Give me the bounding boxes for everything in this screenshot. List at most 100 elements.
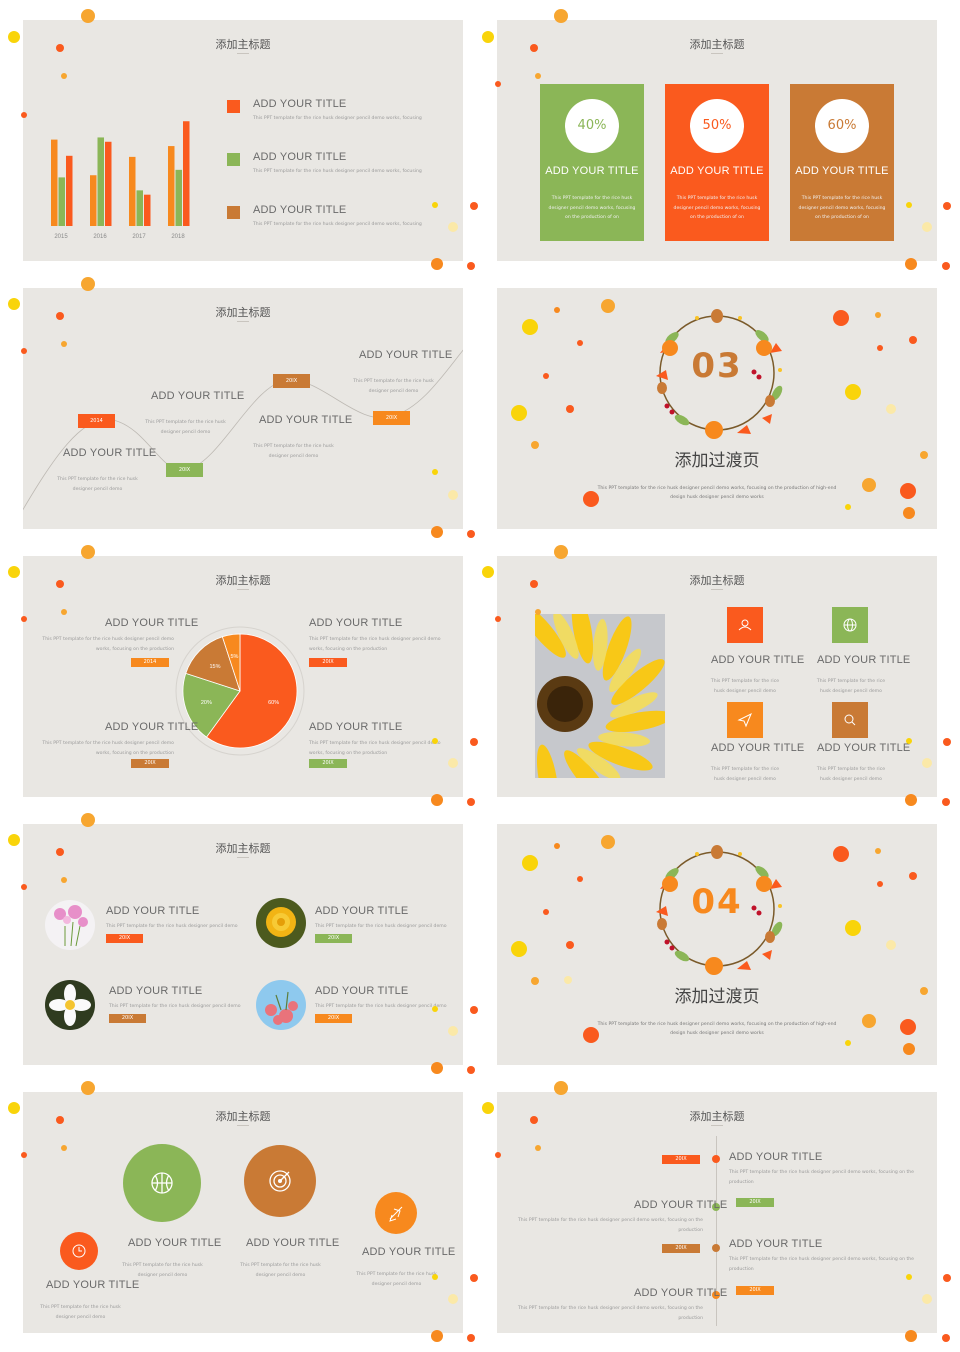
title-divider	[237, 53, 249, 54]
x-tick-label: 2017	[132, 234, 146, 240]
title-divider	[237, 321, 249, 322]
confetti-dot	[531, 977, 539, 985]
item-desc: This PPT template for the rice husk desi…	[729, 1170, 915, 1185]
confetti-dot	[543, 373, 549, 379]
bar	[183, 121, 190, 226]
bar	[144, 194, 151, 226]
item-title: ADD YOUR TITLE	[711, 742, 805, 754]
year-tag: 20IX	[662, 1244, 700, 1253]
globe-icon	[832, 607, 868, 643]
item-title: ADD YOUR TITLE	[106, 905, 200, 917]
slide-title: 添加主标题	[215, 574, 271, 587]
confetti-dot	[583, 491, 599, 507]
confetti-dot	[81, 9, 95, 23]
bar	[175, 169, 182, 226]
item-desc: This PPT template for the rice husk desi…	[57, 477, 138, 492]
autumn-wreath-icon	[656, 845, 783, 975]
legend-swatch-orange	[227, 100, 240, 113]
confetti-dot	[432, 738, 438, 744]
confetti-dot	[432, 1006, 438, 1012]
pie-ring	[175, 626, 305, 756]
confetti-dot	[432, 1274, 438, 1280]
slide-7: 添加主标题 ADD YOUR TITLE This PPT template f…	[23, 824, 463, 1065]
title-divider	[711, 53, 723, 54]
section-number: 03	[691, 346, 743, 386]
pie-slice	[221, 633, 241, 692]
bar	[90, 175, 97, 226]
confetti-dot	[8, 566, 20, 578]
confetti-dot	[21, 884, 27, 890]
percent-circle: 40%	[565, 99, 619, 153]
year-tag: 20IX	[273, 374, 310, 388]
confetti-dot	[21, 348, 27, 354]
percent-card: 50% ADD YOUR TITLE This PPT template for…	[665, 84, 769, 241]
card-desc: This PPT template for the rice husk desi…	[673, 196, 761, 220]
item-title: ADD YOUR TITLE	[309, 617, 403, 629]
slide-title: 添加主标题	[689, 574, 745, 587]
confetti-dot	[522, 319, 538, 335]
confetti-dot	[8, 834, 20, 846]
item-desc: This PPT template for the rice husk desi…	[106, 924, 238, 929]
confetti-dot	[467, 262, 475, 270]
confetti-dot	[583, 1027, 599, 1043]
confetti-dot	[56, 1116, 64, 1124]
item-title: ADD YOUR TITLE	[63, 447, 157, 459]
confetti-dot	[942, 1334, 950, 1342]
timeline-axis	[716, 1136, 717, 1326]
confetti-dot	[8, 1102, 20, 1114]
confetti-dot	[943, 738, 951, 746]
confetti-dot	[577, 340, 583, 346]
pie-slice	[205, 633, 298, 749]
item-title: ADD YOUR TITLE	[315, 985, 409, 997]
title-divider	[711, 589, 723, 590]
slide-title: 添加主标题	[215, 38, 271, 51]
year-tag: 20IX	[662, 1155, 700, 1164]
item-desc: This PPT template for the rice husk desi…	[253, 444, 334, 459]
item-desc: This PPT template for the rice husk desi…	[729, 1257, 915, 1272]
timeline-dot	[712, 1155, 720, 1163]
target-icon	[244, 1145, 316, 1217]
confetti-dot	[448, 490, 458, 500]
bar	[105, 141, 112, 226]
percent-circle: 60%	[815, 99, 869, 153]
confetti-dot	[8, 31, 20, 43]
item-title: ADD YOUR TITLE	[309, 721, 403, 733]
confetti-dot	[554, 843, 560, 849]
bar	[58, 177, 65, 226]
item-title: ADD YOUR TITLE	[109, 985, 203, 997]
confetti-dot	[943, 1274, 951, 1282]
slide-3: 添加主标题 2014 20IX 20IX 20IX ADD YOUR TITLE…	[23, 288, 463, 529]
item-desc: This PPT template for the rice husk desi…	[309, 741, 441, 756]
confetti-dot	[845, 920, 861, 936]
title-divider	[237, 857, 249, 858]
confetti-dot	[833, 846, 849, 862]
cosmos-flower-image	[45, 900, 95, 950]
confetti-dot	[482, 566, 494, 578]
confetti-dot	[56, 312, 64, 320]
confetti-dot	[900, 483, 916, 499]
item-title: ADD YOUR TITLE	[711, 654, 805, 666]
year-tag: 20IX	[315, 934, 352, 943]
section-heading: 添加过渡页	[674, 451, 760, 471]
confetti-dot	[61, 73, 67, 79]
confetti-dot	[535, 1145, 541, 1151]
confetti-dot	[432, 469, 438, 475]
legend-swatch-brown	[227, 206, 240, 219]
section-desc: This PPT template for the rice husk desi…	[597, 1022, 837, 1036]
item-desc: This PPT template for the rice husk desi…	[109, 1004, 241, 1009]
item-title: ADD YOUR TITLE	[634, 1199, 728, 1211]
timeline-dot	[712, 1203, 720, 1211]
confetti-dot	[21, 616, 27, 622]
confetti-dot	[431, 1062, 443, 1074]
confetti-dot	[845, 1040, 851, 1046]
pie-chart: 60% 20% 15% 5%	[175, 626, 305, 756]
legend-desc: This PPT template for the rice husk desi…	[253, 169, 422, 174]
title-divider	[711, 1125, 723, 1126]
white-flower-image	[45, 980, 95, 1030]
legend-title: ADD YOUR TITLE	[253, 151, 347, 163]
confetti-dot	[909, 336, 917, 344]
confetti-dot	[845, 504, 851, 510]
item-title: ADD YOUR TITLE	[315, 905, 409, 917]
confetti-dot	[877, 345, 883, 351]
slide-5: 添加主标题 60% 20% 15% 5% ADD YOUR TITLE This PP…	[23, 556, 463, 797]
